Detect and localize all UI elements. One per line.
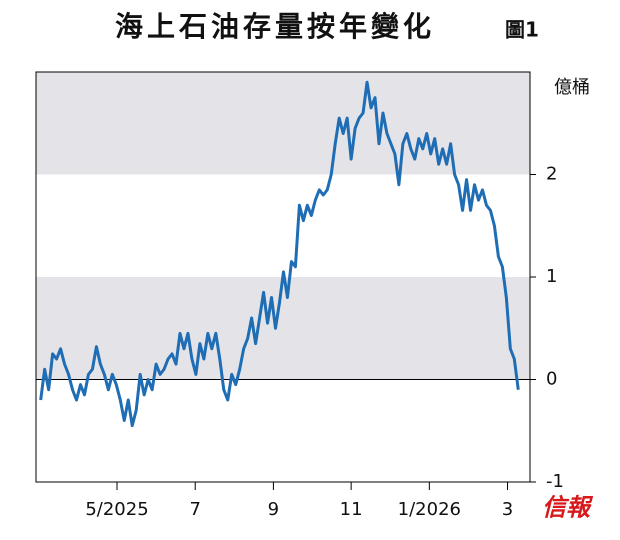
x-tick-label: 9 <box>268 499 279 520</box>
x-tick-label: 5/2025 <box>85 499 148 520</box>
plot-frame <box>35 71 531 483</box>
band <box>36 72 530 175</box>
y-tick-label: 2 <box>546 164 557 185</box>
chart-subtitle: 圖1 <box>505 18 539 42</box>
y-tick-label: 1 <box>546 266 557 287</box>
chart-title: 海上石油存量按年變化 <box>115 10 435 43</box>
x-tick-label: 3 <box>502 499 513 520</box>
x-tick-label: 11 <box>340 499 363 520</box>
x-tick-label: 7 <box>189 499 200 520</box>
source-logo: 信報 <box>542 495 594 522</box>
data-line <box>39 80 520 428</box>
x-tick-label: 1/2026 <box>398 499 461 520</box>
band <box>36 277 530 380</box>
y-tick-label: -1 <box>546 471 564 492</box>
y-tick-label: 0 <box>546 369 557 390</box>
y-axis-label: 億桶 <box>554 77 590 98</box>
